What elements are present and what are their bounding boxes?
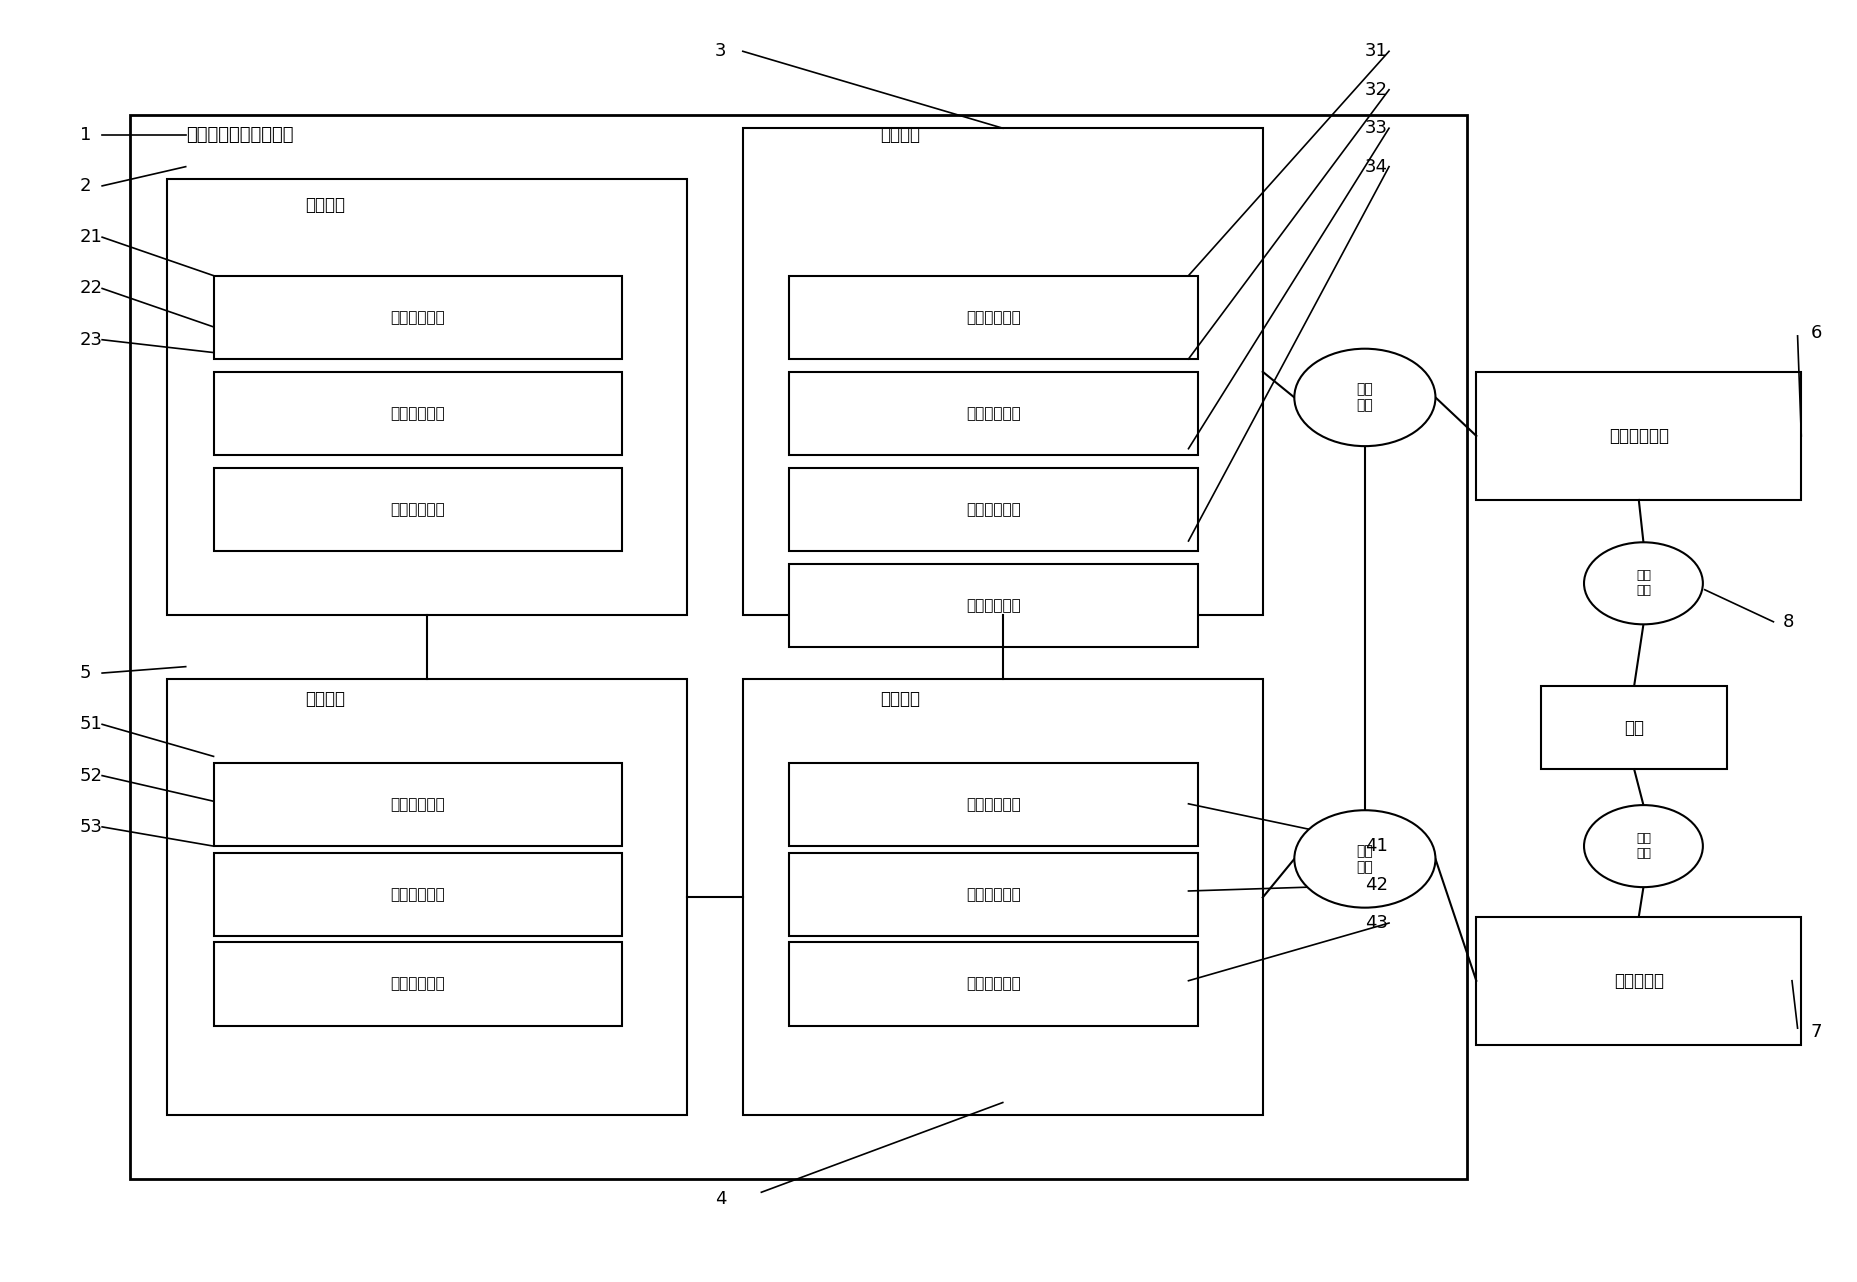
Text: 52: 52: [80, 767, 102, 785]
Text: 财务记录模块: 财务记录模块: [390, 977, 446, 991]
Text: 22: 22: [80, 279, 102, 297]
Text: 检修模块: 检修模块: [305, 196, 345, 214]
Text: 8: 8: [1783, 613, 1794, 631]
Text: 管理模块: 管理模块: [880, 690, 921, 708]
Text: 电源: 电源: [1625, 718, 1643, 737]
Text: 定期统计模块: 定期统计模块: [390, 310, 446, 324]
Text: 34: 34: [1365, 158, 1387, 176]
Text: 31: 31: [1365, 42, 1387, 60]
Text: 人员调动模块: 人员调动模块: [966, 797, 1021, 812]
Text: 电脑管理终端: 电脑管理终端: [1608, 427, 1669, 445]
FancyBboxPatch shape: [167, 679, 687, 1115]
Text: 21: 21: [80, 228, 102, 246]
FancyBboxPatch shape: [1541, 686, 1727, 769]
FancyBboxPatch shape: [1476, 917, 1801, 1045]
Text: 32: 32: [1365, 81, 1387, 99]
Text: 电源
接口: 电源 接口: [1636, 569, 1651, 597]
FancyBboxPatch shape: [167, 179, 687, 615]
Text: 定期维护模块: 定期维护模块: [390, 406, 446, 420]
Text: 维修记录模块: 维修记录模块: [390, 797, 446, 812]
Text: 43: 43: [1365, 914, 1387, 932]
FancyBboxPatch shape: [789, 763, 1198, 846]
FancyBboxPatch shape: [130, 115, 1467, 1179]
Circle shape: [1294, 810, 1435, 908]
Text: 51: 51: [80, 715, 102, 733]
FancyBboxPatch shape: [789, 942, 1198, 1026]
Text: 资源记录模块: 资源记录模块: [390, 887, 446, 901]
Text: 财务调动模块: 财务调动模块: [966, 977, 1021, 991]
Text: 23: 23: [80, 331, 102, 349]
Text: 42: 42: [1365, 876, 1387, 894]
FancyBboxPatch shape: [214, 763, 622, 846]
Text: 统计模块: 统计模块: [305, 690, 345, 708]
Circle shape: [1584, 542, 1703, 624]
Text: 资源调动模块: 资源调动模块: [966, 887, 1021, 901]
Text: 报损模块: 报损模块: [880, 126, 921, 144]
Text: 41: 41: [1365, 837, 1387, 855]
Text: 子电脑终端: 子电脑终端: [1614, 972, 1664, 990]
Text: 33: 33: [1365, 119, 1387, 137]
FancyBboxPatch shape: [214, 853, 622, 936]
Text: 4: 4: [715, 1190, 726, 1208]
Text: 通讯
网关: 通讯 网关: [1356, 382, 1374, 413]
FancyBboxPatch shape: [214, 276, 622, 359]
Text: 维修上报模块: 维修上报模块: [966, 310, 1021, 324]
Text: 定期检测模块: 定期检测模块: [390, 503, 446, 517]
FancyBboxPatch shape: [214, 942, 622, 1026]
FancyBboxPatch shape: [789, 276, 1198, 359]
Circle shape: [1584, 805, 1703, 887]
Text: 电源
接口: 电源 接口: [1636, 832, 1651, 860]
Text: 53: 53: [80, 818, 102, 836]
FancyBboxPatch shape: [214, 372, 622, 455]
FancyBboxPatch shape: [743, 679, 1263, 1115]
FancyBboxPatch shape: [789, 564, 1198, 647]
FancyBboxPatch shape: [789, 372, 1198, 455]
Text: 实地审核模块: 实地审核模块: [966, 406, 1021, 420]
FancyBboxPatch shape: [789, 853, 1198, 936]
Text: 学校零星工程管理系统: 学校零星工程管理系统: [186, 126, 293, 144]
Text: 3: 3: [715, 42, 726, 60]
FancyBboxPatch shape: [789, 468, 1198, 551]
Text: 5: 5: [80, 664, 91, 682]
Text: 1: 1: [80, 126, 91, 144]
Circle shape: [1294, 349, 1435, 446]
FancyBboxPatch shape: [214, 468, 622, 551]
FancyBboxPatch shape: [1476, 372, 1801, 500]
Text: 6: 6: [1811, 324, 1822, 342]
Text: 实施处理模块: 实施处理模块: [966, 599, 1021, 613]
Text: 管理审批模块: 管理审批模块: [966, 503, 1021, 517]
Text: 7: 7: [1811, 1023, 1822, 1041]
Text: 通讯
网关: 通讯 网关: [1356, 844, 1374, 874]
Text: 2: 2: [80, 177, 91, 195]
FancyBboxPatch shape: [743, 128, 1263, 615]
